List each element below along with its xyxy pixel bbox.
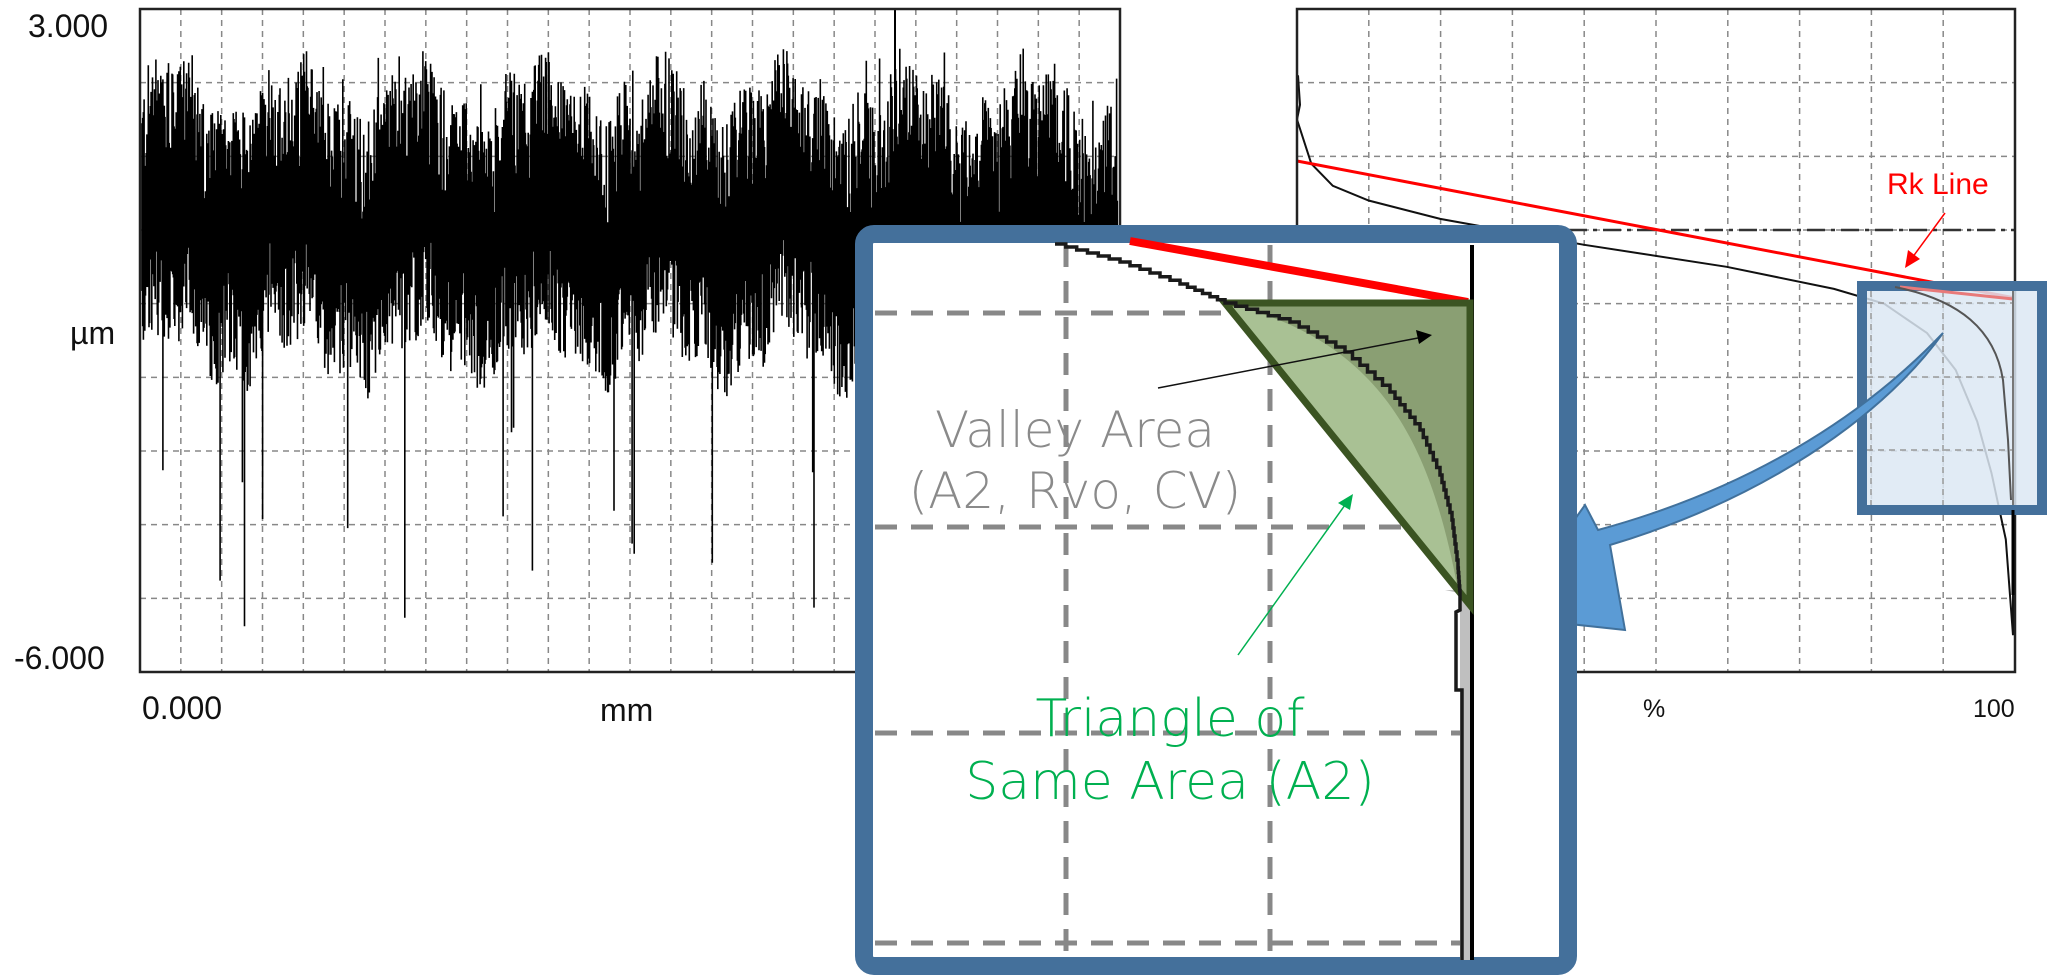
inset-gray-region <box>1445 590 1472 960</box>
rk-annotation-arrow-line <box>1911 212 1946 259</box>
triangle-annotation-arrow-icon <box>1338 494 1353 510</box>
valley-annotation-arrow-icon <box>1416 330 1432 344</box>
y-axis-top-label: 3.000 <box>28 8 109 44</box>
triangle-annotation-line <box>1237 504 1346 656</box>
x-axis-start-label: 0.000 <box>142 690 223 726</box>
abbott-x-end-label: 100 <box>1973 695 2015 723</box>
valley-area-label-line1: Valley Area <box>934 401 1216 459</box>
rk-line-label: Rk Line <box>1887 168 1989 201</box>
valley-annotation-line <box>1157 337 1419 389</box>
hl-rk-line <box>1899 285 2014 301</box>
inset-rk-line <box>1129 237 1469 306</box>
valley-highlight-content <box>1867 285 2015 595</box>
rk-line <box>1296 159 2016 300</box>
y-axis-unit-label: µm <box>70 315 116 351</box>
valley-highlight-box <box>1857 281 2047 515</box>
a2-triangle-outline <box>1217 299 1474 615</box>
abbott-x-unit-label: % <box>1643 695 1666 723</box>
triangle-area-label: Triangle of Same Area (A2) <box>960 688 1380 815</box>
valley-area-label-line2: (A2, Rvo, CV) <box>908 462 1242 520</box>
rk-annotation-arrow-head-icon <box>1905 250 1920 268</box>
triangle-area-label-line1: Triangle of <box>1035 689 1305 749</box>
hl-curve <box>1894 286 2012 501</box>
inset-abbott-curve <box>1055 242 1464 960</box>
y-axis-bottom-label: -6.000 <box>14 640 105 676</box>
x-axis-unit-label: mm <box>600 692 654 728</box>
valley-area-label: Valley Area (A2, Rvo, CV) <box>905 400 1245 522</box>
triangle-area-label-line2: Same Area (A2) <box>965 752 1375 813</box>
